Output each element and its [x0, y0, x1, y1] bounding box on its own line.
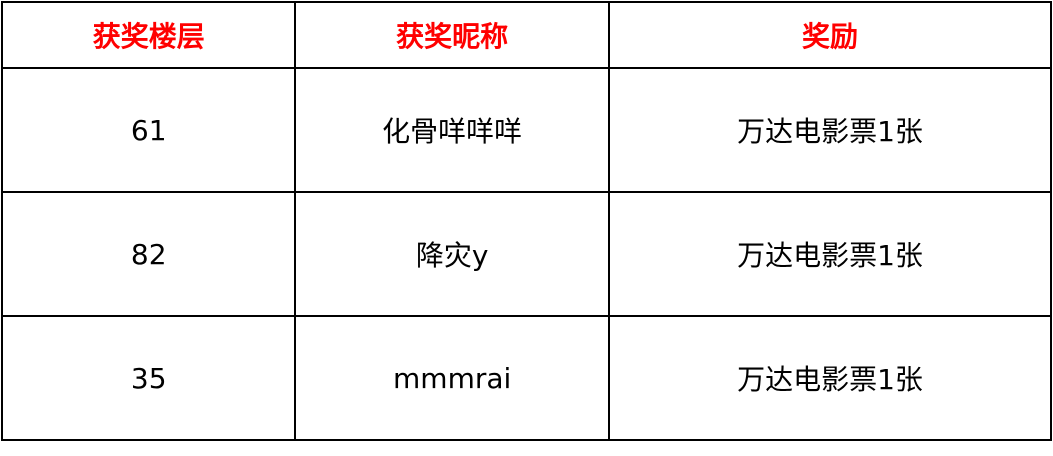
header-nickname: 获奖昵称 [294, 1, 610, 69]
table-row: 61 化骨咩咩咩 万达电影票1张 [0, 67, 1053, 193]
cell-nickname: 降灾y [294, 191, 610, 317]
cell-prize: 万达电影票1张 [607, 315, 1053, 441]
cell-floor: 61 [0, 67, 297, 193]
header-row: 获奖楼层 获奖昵称 奖励 [0, 1, 1053, 69]
cell-floor: 35 [0, 315, 297, 441]
header-floor: 获奖楼层 [0, 1, 297, 69]
cell-nickname: mmmrai [294, 315, 610, 441]
cell-floor: 82 [0, 191, 297, 317]
winners-table: 获奖楼层 获奖昵称 奖励 61 化骨咩咩咩 万达电影票1张 82 降灾y 万达电… [0, 1, 1053, 441]
table-row: 82 降灾y 万达电影票1张 [0, 191, 1053, 317]
table-row: 35 mmmrai 万达电影票1张 [0, 315, 1053, 441]
cell-prize: 万达电影票1张 [607, 67, 1053, 193]
header-prize: 奖励 [607, 1, 1053, 69]
cell-prize: 万达电影票1张 [607, 191, 1053, 317]
cell-nickname: 化骨咩咩咩 [294, 67, 610, 193]
